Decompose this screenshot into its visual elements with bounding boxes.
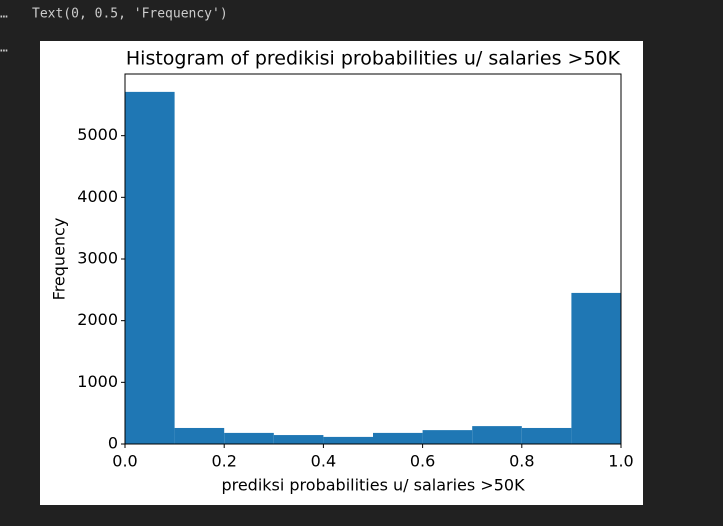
x-tick-label: 1.0 bbox=[608, 452, 633, 471]
bar bbox=[373, 432, 423, 444]
x-tick-label: 0.4 bbox=[311, 452, 336, 471]
bar bbox=[422, 430, 473, 444]
y-tick-label: 3000 bbox=[77, 249, 118, 268]
x-tick-label: 0.8 bbox=[509, 452, 534, 471]
x-tick-label: 0.0 bbox=[112, 452, 137, 471]
bar bbox=[273, 435, 324, 444]
x-tick-label: 0.2 bbox=[211, 452, 236, 471]
chart-title: Histogram of predikisi probabilities u/ … bbox=[126, 48, 621, 70]
y-axis-label: Frequency bbox=[50, 218, 69, 301]
bar bbox=[323, 436, 373, 444]
y-tick-label: 5000 bbox=[77, 125, 118, 144]
cell-marker: … bbox=[0, 7, 8, 22]
x-tick-label: 0.6 bbox=[410, 452, 435, 471]
cell-marker: … bbox=[0, 41, 8, 56]
output-text: Text(0, 0.5, 'Frequency') bbox=[32, 7, 228, 22]
bar bbox=[174, 427, 225, 444]
bar bbox=[125, 91, 175, 444]
x-axis-label: prediksi probabilities u/ salaries >50K bbox=[221, 476, 525, 495]
bar bbox=[224, 432, 274, 444]
y-tick-label: 4000 bbox=[77, 187, 118, 206]
bar bbox=[521, 427, 572, 444]
y-tick-label: 0 bbox=[108, 434, 118, 453]
y-tick-label: 2000 bbox=[77, 310, 118, 329]
bar bbox=[571, 292, 621, 444]
bar bbox=[472, 426, 522, 444]
y-tick-label: 1000 bbox=[77, 372, 118, 391]
